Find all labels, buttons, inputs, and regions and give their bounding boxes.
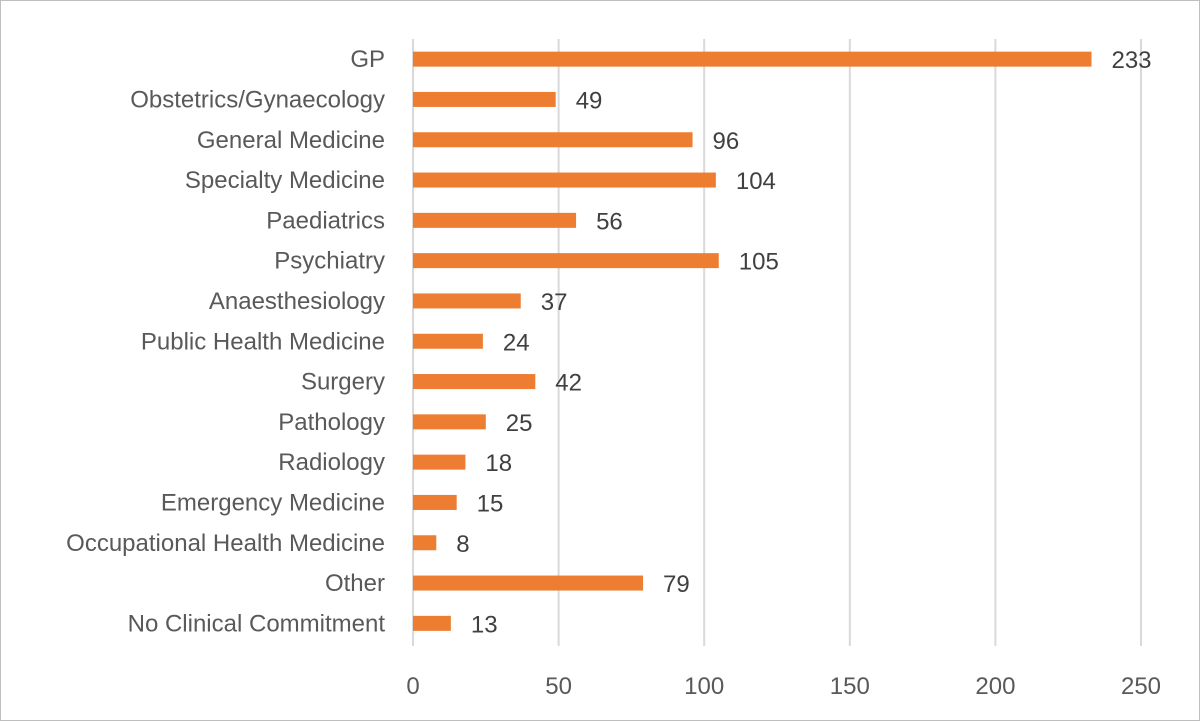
category-label: Radiology xyxy=(278,449,385,476)
category-label: Obstetrics/Gynaecology xyxy=(130,86,385,113)
x-tick-label: 250 xyxy=(1121,673,1161,700)
x-tick-label: 100 xyxy=(684,673,724,700)
category-labels: GP Obstetrics/Gynaecology General Medicine… xyxy=(66,46,385,637)
category-label: Emergency Medicine xyxy=(161,489,385,516)
bar xyxy=(413,212,577,228)
bar xyxy=(413,253,719,269)
data-label: 56 xyxy=(596,208,623,235)
bar xyxy=(413,414,486,430)
category-label: No Clinical Commitment xyxy=(128,610,386,637)
bar xyxy=(413,615,451,631)
x-tick-label: 50 xyxy=(545,673,572,700)
category-label: General Medicine xyxy=(197,127,385,154)
bar xyxy=(413,454,466,470)
data-label: 8 xyxy=(456,531,469,558)
bar xyxy=(413,494,457,510)
data-label: 18 xyxy=(485,450,512,477)
data-label: 15 xyxy=(477,490,504,517)
x-axis-tick-labels: 0 50 100 150 200 250 xyxy=(406,673,1161,700)
bar xyxy=(413,575,644,591)
category-label: Psychiatry xyxy=(274,248,385,275)
data-label: 24 xyxy=(503,329,530,356)
data-label: 37 xyxy=(541,289,568,316)
category-label: Public Health Medicine xyxy=(141,328,385,355)
x-tick-label: 200 xyxy=(975,673,1015,700)
bar xyxy=(413,172,716,188)
data-label: 79 xyxy=(663,571,690,598)
data-label: 96 xyxy=(713,128,740,155)
data-label: 104 xyxy=(736,168,776,195)
data-label: 105 xyxy=(739,249,779,276)
data-label: 233 xyxy=(1111,47,1151,74)
category-label: Pathology xyxy=(278,409,385,436)
data-label: 42 xyxy=(555,370,582,397)
bar xyxy=(413,535,437,551)
bars xyxy=(413,51,1092,631)
bar xyxy=(413,293,521,309)
value-labels: 233 49 96 104 56 105 37 24 42 25 18 15 8 79 13 xyxy=(456,47,1151,638)
data-label: 25 xyxy=(506,410,533,437)
bar xyxy=(413,374,536,390)
data-label: 13 xyxy=(471,611,498,638)
category-label: Paediatrics xyxy=(266,207,385,234)
bar xyxy=(413,91,556,107)
x-tick-label: 0 xyxy=(406,673,419,700)
category-label: Other xyxy=(325,570,385,597)
category-label: Anaesthesiology xyxy=(209,288,385,315)
category-label: GP xyxy=(350,46,385,73)
data-label: 49 xyxy=(576,87,603,114)
category-label: Surgery xyxy=(301,369,385,396)
x-tick-label: 150 xyxy=(830,673,870,700)
category-label: Specialty Medicine xyxy=(185,167,385,194)
category-label: Occupational Health Medicine xyxy=(66,530,385,557)
bar xyxy=(413,132,693,148)
bar xyxy=(413,51,1092,67)
bar xyxy=(413,333,483,349)
